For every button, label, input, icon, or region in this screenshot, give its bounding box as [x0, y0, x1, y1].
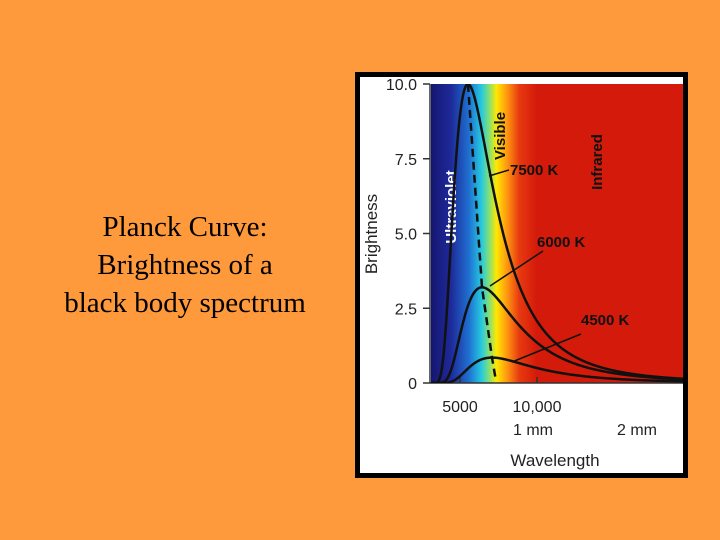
slide-title-line-3: black body spectrum: [64, 287, 306, 319]
series-label-6000k: 6000 K: [537, 234, 586, 251]
y-axis-label: Brightness: [362, 194, 381, 274]
x-axis-label: Wavelength: [510, 451, 599, 470]
y-tick-label-4: 10.0: [386, 77, 417, 94]
band-label-ultraviolet: Ultraviolet: [443, 170, 460, 243]
band-label-visible: Visible: [492, 112, 509, 160]
peak-dashed-line: [466, 84, 498, 382]
band-label-infrared: Infrared: [589, 134, 606, 190]
slide-title-line-2: Brightness of a: [97, 249, 273, 281]
series-leader-4500k: [511, 333, 582, 363]
series-leader-7500k: [488, 169, 510, 177]
mm-label-0: 1 mm: [513, 422, 553, 439]
slide-title: Planck Curve: Brightness of a black body…: [20, 208, 350, 322]
y-tick-label-2: 5.0: [395, 227, 417, 244]
y-tick-label-3: 7.5: [395, 152, 417, 169]
x-tick-label-1: 10,000: [513, 399, 562, 416]
x-tick-label-0: 5000: [442, 399, 478, 416]
mm-label-1: 2 mm: [617, 422, 657, 439]
y-tick-label-0: 0: [408, 376, 417, 393]
y-tick-label-1: 2.5: [395, 301, 417, 318]
planck-figure: 0 2.5 5.0 7.5 10.0 5000 10,000 1 mm 2 mm Ultrav…: [355, 72, 688, 478]
series-leader-6000k: [489, 250, 544, 287]
curve-4500k: [431, 356, 683, 383]
series-label-7500k: 7500 K: [510, 162, 559, 179]
spectrum-background: [431, 84, 683, 383]
slide-title-line-1: Planck Curve:: [102, 211, 268, 243]
curve-6000k: [431, 286, 683, 383]
planck-chart: 0 2.5 5.0 7.5 10.0 5000 10,000 1 mm 2 mm Ultrav…: [360, 77, 683, 473]
series-label-4500k: 4500 K: [581, 312, 630, 329]
